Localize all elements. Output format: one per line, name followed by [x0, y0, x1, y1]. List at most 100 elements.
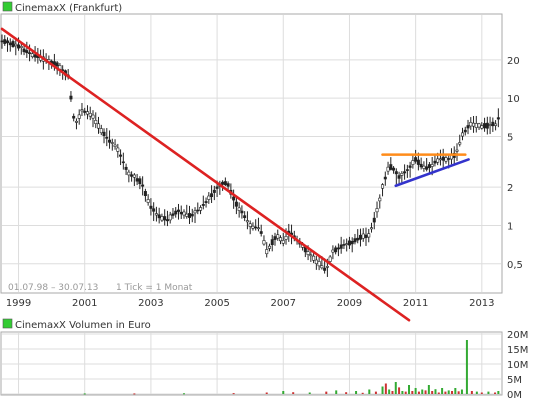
price-candle-8	[22, 48, 26, 53]
price-grid	[2, 15, 501, 292]
price-candle-124	[342, 244, 346, 246]
price-candle-88	[243, 215, 247, 219]
price-y-tick-2: 2	[507, 183, 513, 194]
price-candle-81	[223, 181, 227, 186]
price-candle-151	[416, 159, 420, 165]
price-candle-170	[469, 122, 473, 127]
price-candle-46	[127, 171, 131, 176]
price-candle-114	[314, 259, 318, 265]
price-candle-117	[323, 267, 327, 271]
price-candle-155	[427, 164, 431, 169]
price-x-tick-2: 2003	[138, 298, 163, 309]
price-candle-149	[411, 160, 415, 165]
price-candle-64	[176, 209, 180, 212]
price-title-legend-box	[2, 1, 13, 12]
price-candle-138	[381, 184, 385, 189]
price-x-tick-0: 1999	[6, 298, 31, 309]
price-candle-94	[259, 231, 263, 234]
price-candle-31	[85, 111, 89, 115]
price-candle-75	[207, 195, 211, 200]
price-candle-146	[403, 171, 407, 174]
price-candle-61	[168, 214, 172, 221]
price-x-tick-7: 2013	[469, 298, 494, 309]
price-y-tick-5: 20	[507, 56, 520, 67]
volume-bar-31	[434, 389, 437, 394]
volume-bar-32	[437, 392, 440, 394]
price-candle-116	[320, 265, 324, 269]
price-candle-112	[309, 254, 313, 257]
price-x-tick-5: 2009	[337, 298, 362, 309]
price-candle-142	[392, 167, 396, 171]
price-candle-147	[405, 169, 409, 171]
volume-bar-44	[487, 391, 490, 394]
price-candle-68	[188, 213, 192, 218]
price-candle-136	[375, 208, 379, 213]
price-candle-37	[102, 131, 106, 136]
price-candle-128	[353, 238, 357, 243]
price-candle-62	[171, 213, 175, 216]
price-candle-33	[91, 114, 95, 119]
trendline-downtrend	[0, 27, 411, 322]
volume-bar-17	[388, 389, 391, 394]
price-candle-76	[210, 193, 214, 197]
price-candle-122	[336, 247, 340, 250]
price-candle-58	[160, 216, 164, 221]
price-candle-92	[254, 226, 258, 229]
price-candle-168	[463, 129, 467, 133]
trendlines	[0, 27, 470, 322]
volume-bar-2	[182, 393, 185, 395]
price-candle-42	[116, 147, 120, 152]
price-candle-48	[132, 174, 136, 178]
price-candle-131	[361, 233, 365, 239]
price-candle-91	[251, 225, 255, 229]
price-candle-96	[265, 249, 269, 255]
volume-bar-38	[457, 391, 460, 394]
volume-bar-36	[451, 391, 454, 394]
volume-bar-46	[497, 391, 500, 394]
price-candle-12	[33, 54, 37, 58]
volume-bar-37	[454, 388, 457, 394]
price-candle-84	[232, 196, 236, 201]
volume-bar-1	[133, 393, 136, 395]
price-candle-55	[152, 208, 156, 212]
volume-bar-0	[83, 393, 86, 395]
price-candle-72	[199, 207, 203, 211]
price-candle-141	[389, 164, 393, 170]
volume-bar-30	[431, 391, 434, 394]
volume-y-tick-2: 10M	[507, 360, 528, 371]
volume-bar-34	[444, 391, 447, 394]
price-candle-119	[328, 256, 332, 262]
price-candle-177	[488, 124, 492, 126]
price-candle-162	[447, 158, 451, 160]
volume-bar-9	[335, 390, 338, 394]
volume-bar-15	[381, 386, 384, 394]
price-candle-175	[483, 123, 487, 129]
price-candle-57	[157, 214, 161, 219]
price-y-tick-3: 5	[507, 132, 513, 143]
price-candle-115	[317, 261, 321, 267]
trendline-support	[394, 158, 470, 188]
price-candle-3	[8, 42, 12, 46]
volume-y-tick-1: 5M	[507, 375, 522, 386]
price-candle-40	[110, 142, 114, 144]
volume-bar-16	[384, 383, 387, 394]
price-candle-2	[6, 40, 10, 44]
price-candle-80	[221, 181, 225, 185]
tick-interval-label: 1 Tick = 1 Monat	[116, 283, 193, 293]
price-candle-34	[94, 120, 98, 124]
price-candle-36	[99, 128, 103, 134]
price-candle-169	[466, 125, 470, 129]
volume-chart-title: CinemaxX Volumen in Euro	[15, 320, 151, 331]
volume-bar-5	[282, 391, 285, 394]
price-chart-title: CinemaxX (Frankfurt)	[15, 3, 122, 14]
volume-bar-23	[408, 385, 411, 394]
price-x-tick-6: 2011	[403, 298, 428, 309]
price-candle-99	[273, 236, 277, 240]
price-candle-29	[80, 109, 84, 112]
volume-bar-20	[398, 387, 401, 394]
price-candle-180	[496, 117, 500, 120]
price-candle-154	[425, 166, 429, 170]
price-candle-9	[25, 50, 29, 54]
volume-y-tick-0: 0M	[507, 390, 522, 401]
volume-bar-3	[232, 393, 235, 395]
